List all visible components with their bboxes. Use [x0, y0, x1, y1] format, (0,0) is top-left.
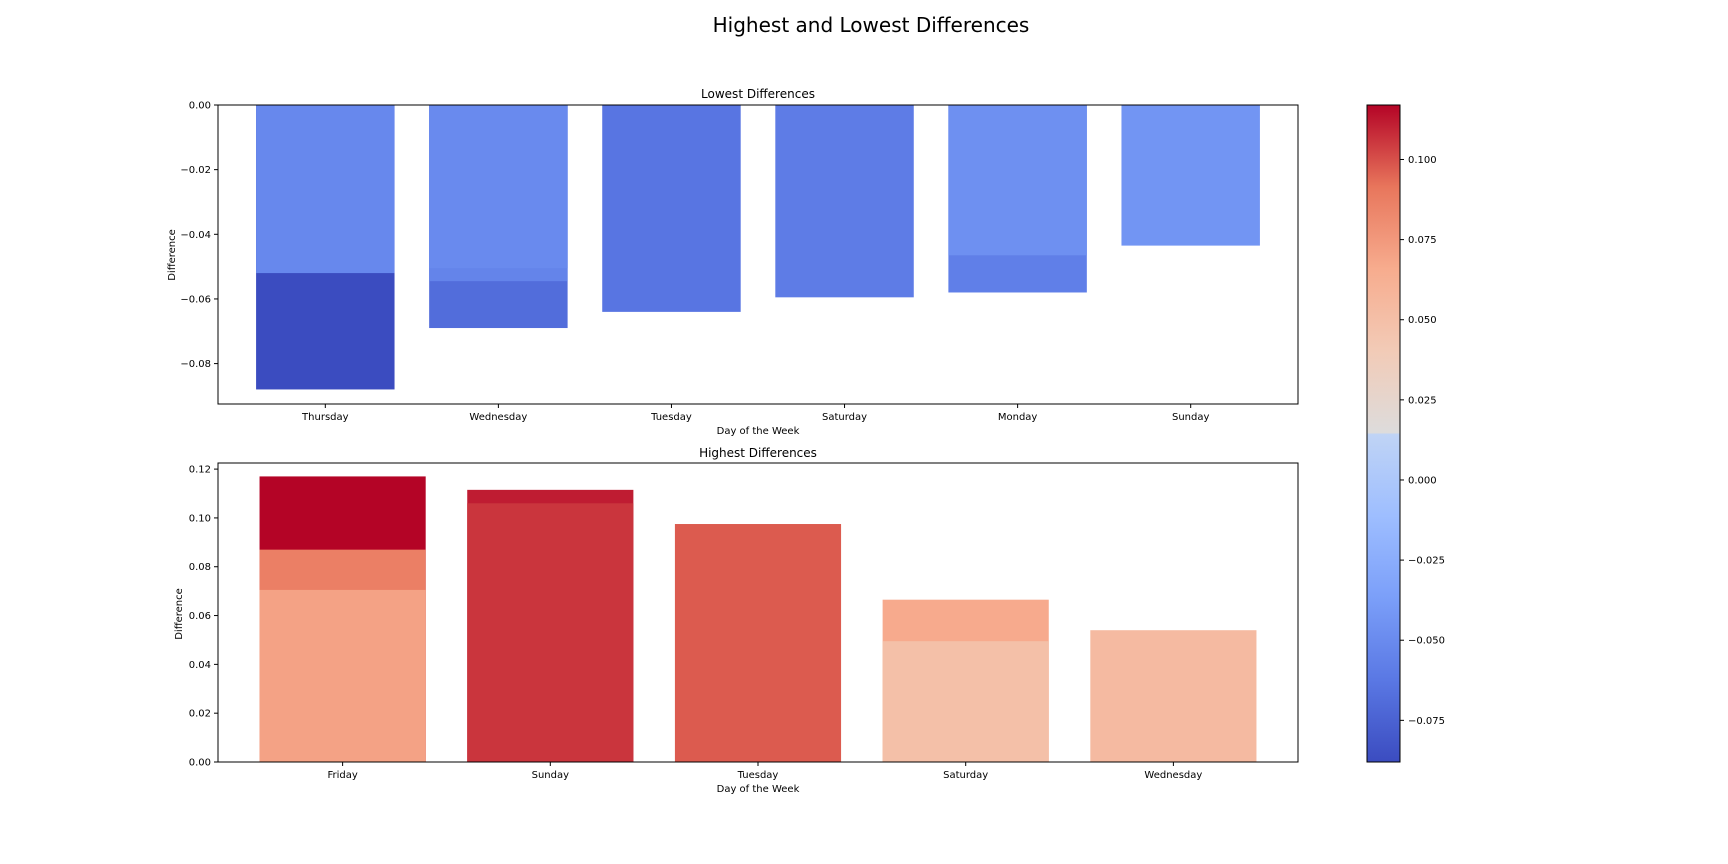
lowest-chart-title: Lowest Differences	[701, 87, 815, 101]
lowest-bar-3-0	[775, 105, 914, 298]
lowest-y-tick-label: 0.00	[189, 101, 211, 112]
colorbar-tick-label: 0.050	[1408, 315, 1437, 326]
lowest-x-tick-label: Sunday	[1172, 412, 1209, 423]
lowest-bar-4-1	[948, 105, 1087, 256]
lowest-bar-2-0	[602, 105, 741, 312]
lowest-x-tick-label: Thursday	[301, 412, 349, 423]
highest-x-tick-label: Wednesday	[1144, 770, 1202, 781]
highest-y-tick-label: 0.08	[189, 562, 211, 573]
colorbar-tick-label: −0.050	[1408, 636, 1445, 647]
figure-title: Highest and Lowest Differences	[713, 13, 1030, 37]
lowest-y-axis-label: Difference	[167, 229, 178, 281]
highest-x-tick-label: Tuesday	[737, 770, 779, 781]
lowest-bars	[256, 105, 1260, 390]
highest-bar-1-1	[467, 503, 634, 762]
highest-y-ticks: 0.00 0.02 0.04 0.06 0.08 0.10 0.12	[189, 465, 218, 769]
lowest-bar-1-2	[429, 105, 568, 269]
highest-differences-axes: 0.00 0.02 0.04 0.06 0.08 0.10 0.12 Friday Sunda…	[174, 446, 1299, 795]
lowest-bar-0-1	[256, 105, 395, 274]
highest-x-tick-label: Saturday	[943, 770, 988, 781]
colorbar-gradient	[1366, 104, 1401, 763]
highest-y-tick-label: 0.04	[189, 660, 211, 671]
highest-bar-2-0	[674, 524, 842, 762]
lowest-x-tick-label: Monday	[998, 412, 1038, 423]
lowest-y-tick-label: −0.06	[180, 294, 211, 305]
colorbar: 0.100 0.075 0.050 0.025 0.000 −0.025 −0.050 −0.…	[1366, 104, 1445, 763]
highest-y-tick-label: 0.02	[189, 709, 211, 720]
lowest-x-tick-label: Wednesday	[469, 412, 527, 423]
colorbar-tick-label: 0.000	[1408, 475, 1437, 486]
highest-x-tick-label: Sunday	[532, 770, 569, 781]
lowest-differences-axes: 0.00 −0.02 −0.04 −0.06 −0.08 Thursday Wednesd…	[167, 87, 1299, 437]
highest-y-tick-label: 0.10	[189, 513, 211, 524]
highest-y-tick-label: 0.00	[189, 758, 211, 769]
lowest-x-tick-label: Tuesday	[650, 412, 692, 423]
colorbar-tick-label: 0.100	[1408, 155, 1437, 166]
lowest-axes-frame	[217, 104, 1299, 405]
lowest-y-tick-label: −0.04	[180, 230, 211, 241]
colorbar-tick-label: −0.025	[1408, 556, 1445, 567]
highest-bars	[259, 476, 1257, 762]
lowest-x-ticks: Thursday Wednesday Tuesday Saturday Monday Su…	[301, 404, 1209, 423]
lowest-y-tick-label: −0.02	[180, 165, 211, 176]
lowest-bar-5-0	[1121, 105, 1260, 246]
highest-bar-0-2	[259, 589, 426, 762]
highest-x-tick-label: Friday	[327, 770, 357, 781]
highest-y-tick-label: 0.06	[189, 611, 211, 622]
colorbar-tick-label: 0.075	[1408, 235, 1437, 246]
lowest-y-tick-label: −0.08	[180, 359, 211, 370]
highest-y-axis-label: Difference	[174, 588, 185, 640]
colorbar-ticks: 0.100 0.075 0.050 0.025 0.000 −0.025 −0.050 −0.…	[1400, 155, 1445, 727]
highest-x-axis-label: Day of the Week	[717, 784, 800, 795]
highest-x-ticks: Friday Sunday Tuesday Saturday Wednesday	[327, 762, 1202, 781]
lowest-x-axis-label: Day of the Week	[717, 426, 800, 437]
lowest-x-tick-label: Saturday	[822, 412, 867, 423]
lowest-y-ticks: 0.00 −0.02 −0.04 −0.06 −0.08	[180, 101, 218, 370]
highest-y-tick-label: 0.12	[189, 465, 211, 476]
highest-bar-4-0	[1090, 630, 1257, 762]
colorbar-tick-label: −0.075	[1408, 716, 1445, 727]
colorbar-tick-label: 0.025	[1408, 395, 1437, 406]
highest-bar-3-1	[882, 641, 1049, 762]
highest-chart-title: Highest Differences	[699, 446, 817, 460]
